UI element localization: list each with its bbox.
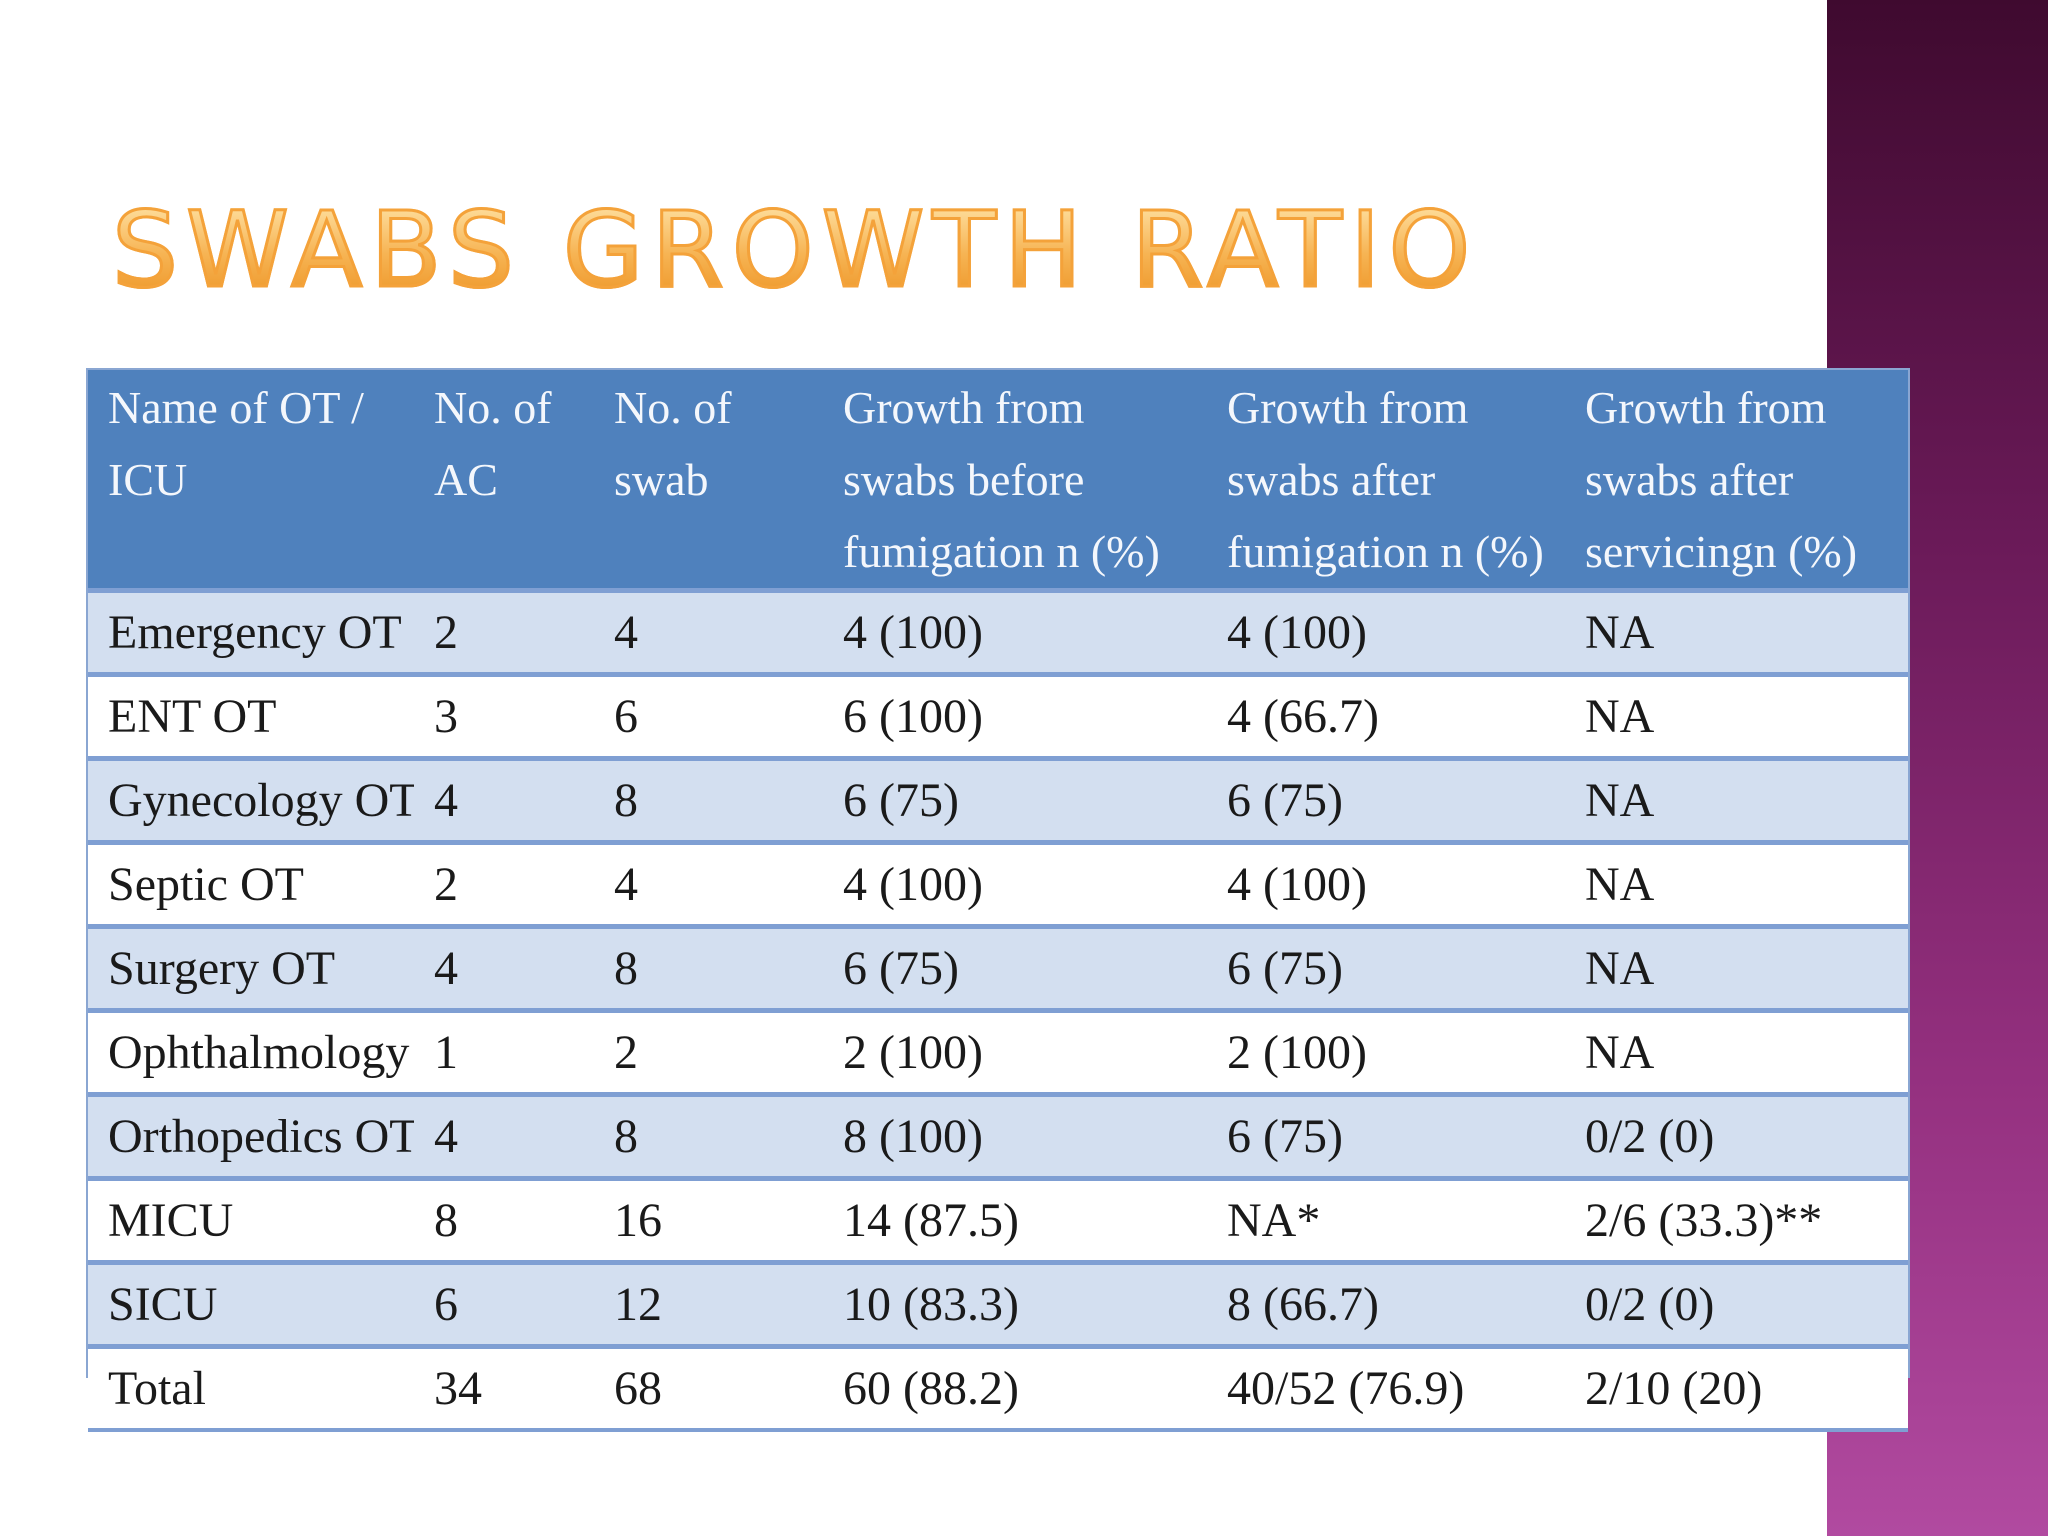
cell-swab-count: 8: [594, 1092, 823, 1179]
cell-after-servicing: NA: [1565, 924, 1908, 1011]
cell-after-servicing: NA: [1565, 672, 1908, 759]
cell-after-servicing: 2/10 (20): [1565, 1344, 1908, 1432]
cell-after-servicing: NA: [1565, 1008, 1908, 1095]
table-row: Gynecology OT 4 8 6 (75) 6 (75) NA: [88, 756, 1908, 843]
cell-name: MICU: [88, 1176, 414, 1263]
cell-before-fumigation: 6 (75): [823, 924, 1207, 1011]
cell-after-fumigation: 4 (100): [1207, 588, 1565, 675]
cell-before-fumigation: 4 (100): [823, 588, 1207, 675]
column-header-swab-count: No. of swab: [594, 370, 823, 591]
table-row: Ophthalmology OT 1 2 2 (100) 2 (100) NA: [88, 1008, 1908, 1095]
table-row: ENT OT 3 6 6 (100) 4 (66.7) NA: [88, 672, 1908, 759]
cell-name: Emergency OT: [88, 588, 414, 675]
column-header-after-servicing: Growth from swabs after servicingn (%): [1565, 370, 1908, 591]
cell-after-fumigation: NA*: [1207, 1176, 1565, 1263]
cell-before-fumigation: 8 (100): [823, 1092, 1207, 1179]
table-header-row: Name of OT / ICU No. of AC No. of swab G…: [88, 370, 1908, 591]
cell-swab-count: 16: [594, 1176, 823, 1263]
cell-swab-count: 4: [594, 588, 823, 675]
cell-name: Total: [88, 1344, 414, 1432]
cell-ac-count: 4: [414, 924, 594, 1011]
cell-ac-count: 2: [414, 588, 594, 675]
cell-after-servicing: 0/2 (0): [1565, 1092, 1908, 1179]
cell-swab-count: 8: [594, 756, 823, 843]
cell-after-fumigation: 8 (66.7): [1207, 1260, 1565, 1347]
cell-after-fumigation: 6 (75): [1207, 1092, 1565, 1179]
cell-after-servicing: NA: [1565, 840, 1908, 927]
cell-name: ENT OT: [88, 672, 414, 759]
cell-after-fumigation: 4 (100): [1207, 840, 1565, 927]
cell-before-fumigation: 10 (83.3): [823, 1260, 1207, 1347]
column-header-before-fumigation: Growth from swabs before fumigation n (%…: [823, 370, 1207, 591]
cell-after-servicing: 0/2 (0): [1565, 1260, 1908, 1347]
cell-after-fumigation: 6 (75): [1207, 756, 1565, 843]
cell-ac-count: 4: [414, 1092, 594, 1179]
column-header-after-fumigation: Growth from swabs after fumigation n (%): [1207, 370, 1565, 591]
cell-ac-count: 8: [414, 1176, 594, 1263]
cell-swab-count: 6: [594, 672, 823, 759]
column-header-name: Name of OT / ICU: [88, 370, 414, 591]
cell-ac-count: 1: [414, 1008, 594, 1095]
table-row: Emergency OT 2 4 4 (100) 4 (100) NA: [88, 588, 1908, 675]
cell-swab-count: 4: [594, 840, 823, 927]
table-row: Orthopedics OT 4 8 8 (100) 6 (75) 0/2 (0…: [88, 1092, 1908, 1179]
cell-swab-count: 2: [594, 1008, 823, 1095]
cell-after-servicing: 2/6 (33.3)**: [1565, 1176, 1908, 1263]
cell-before-fumigation: 14 (87.5): [823, 1176, 1207, 1263]
cell-before-fumigation: 6 (75): [823, 756, 1207, 843]
table-row: SICU 6 12 10 (83.3) 8 (66.7) 0/2 (0): [88, 1260, 1908, 1347]
cell-name: Surgery OT: [88, 924, 414, 1011]
cell-after-fumigation: 40/52 (76.9): [1207, 1344, 1565, 1432]
cell-name: Orthopedics OT: [88, 1092, 414, 1179]
cell-swab-count: 8: [594, 924, 823, 1011]
cell-after-fumigation: 4 (66.7): [1207, 672, 1565, 759]
cell-name: Septic OT: [88, 840, 414, 927]
cell-ac-count: 34: [414, 1344, 594, 1432]
cell-after-fumigation: 2 (100): [1207, 1008, 1565, 1095]
table-row: Septic OT 2 4 4 (100) 4 (100) NA: [88, 840, 1908, 927]
table-row: Surgery OT 4 8 6 (75) 6 (75) NA: [88, 924, 1908, 1011]
cell-name: SICU: [88, 1260, 414, 1347]
cell-after-fumigation: 6 (75): [1207, 924, 1565, 1011]
cell-ac-count: 4: [414, 756, 594, 843]
cell-after-servicing: NA: [1565, 756, 1908, 843]
cell-before-fumigation: 6 (100): [823, 672, 1207, 759]
table-row: MICU 8 16 14 (87.5) NA* 2/6 (33.3)**: [88, 1176, 1908, 1263]
cell-name: Gynecology OT: [88, 756, 414, 843]
cell-before-fumigation: 60 (88.2): [823, 1344, 1207, 1432]
swabs-growth-table: Name of OT / ICU No. of AC No. of swab G…: [86, 368, 1910, 1432]
cell-swab-count: 68: [594, 1344, 823, 1432]
cell-ac-count: 3: [414, 672, 594, 759]
cell-before-fumigation: 2 (100): [823, 1008, 1207, 1095]
cell-swab-count: 12: [594, 1260, 823, 1347]
slide-title: SWABS GROWTH RATIO: [110, 189, 1479, 311]
cell-after-servicing: NA: [1565, 588, 1908, 675]
cell-ac-count: 6: [414, 1260, 594, 1347]
column-header-ac-count: No. of AC: [414, 370, 594, 591]
cell-before-fumigation: 4 (100): [823, 840, 1207, 927]
table-row-total: Total 34 68 60 (88.2) 40/52 (76.9) 2/10 …: [88, 1344, 1908, 1432]
cell-name: Ophthalmology OT: [88, 1008, 414, 1095]
cell-ac-count: 2: [414, 840, 594, 927]
